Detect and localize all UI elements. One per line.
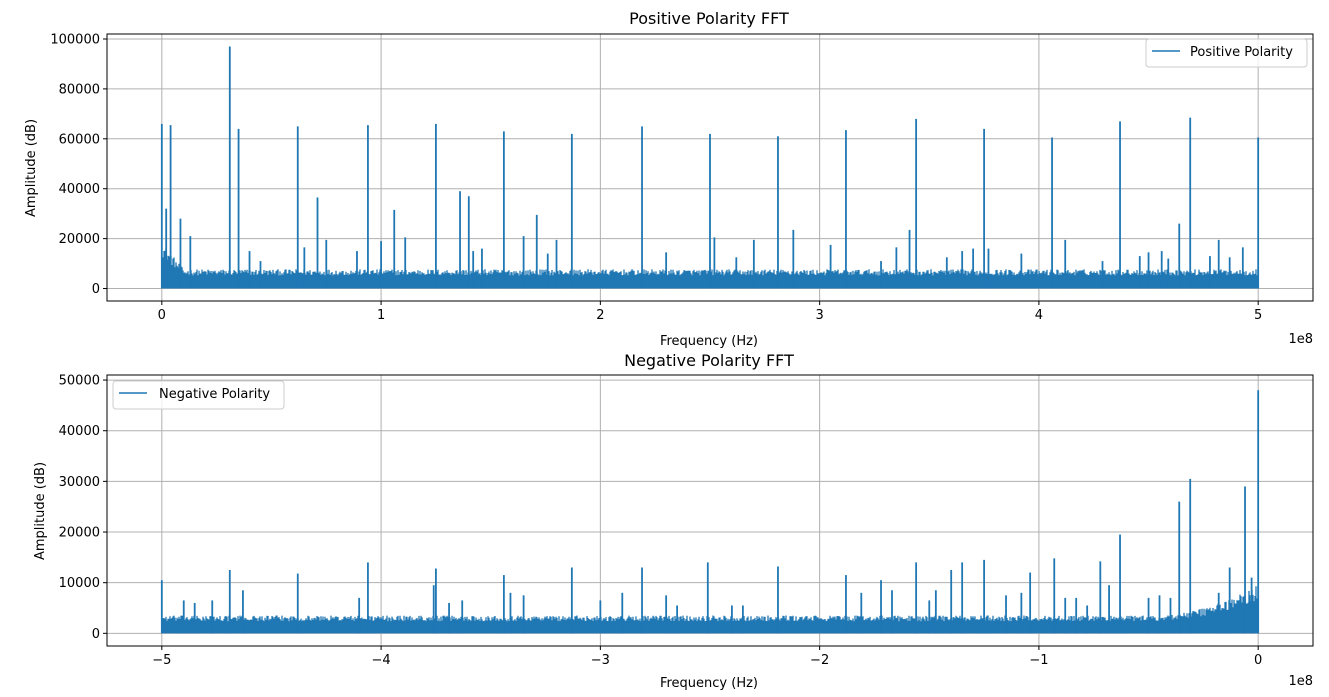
chart-title: Negative Polarity FFT <box>624 351 794 370</box>
x-tick-label: 4 <box>1035 308 1043 323</box>
y-tick-label: 40000 <box>59 424 100 439</box>
chart-title: Positive Polarity FFT <box>629 9 789 28</box>
series-noise-band <box>161 586 1259 634</box>
y-tick-label: 0 <box>92 627 100 642</box>
x-tick-label: 0 <box>1254 653 1262 668</box>
legend-box <box>1145 38 1308 68</box>
grid-lines <box>107 375 1313 646</box>
y-tick-label: 60000 <box>59 132 100 147</box>
x-tick-label: 2 <box>596 308 604 323</box>
x-tick-label: −1 <box>1029 653 1048 668</box>
x-offset-label: 1e8 <box>1288 674 1313 689</box>
y-tick-label: 50000 <box>59 374 100 389</box>
legend: Positive Polarity <box>1145 38 1308 68</box>
axis-ticks: 0 1 2 3 4 5 0 20000 40000 60000 80000 100000 <box>50 32 1262 323</box>
x-tick-label: −2 <box>810 653 829 668</box>
legend-label: Positive Polarity <box>1190 45 1293 60</box>
y-tick-label: 10000 <box>59 576 100 591</box>
x-tick-label: 5 <box>1254 308 1262 323</box>
y-axis-label: Amplitude (dB) <box>33 462 48 560</box>
legend-box <box>112 380 285 410</box>
y-tick-label: 0 <box>92 282 100 297</box>
legend: Negative Polarity <box>112 380 285 410</box>
series-negative-polarity <box>160 390 1260 634</box>
y-tick-label: 40000 <box>59 182 100 197</box>
negative-polarity-chart: Negative Polarity FFT −5 −4 −3 −2 −1 0 0 10000 2… <box>33 351 1314 691</box>
plot-frame <box>106 33 1314 302</box>
y-axis-label: Amplitude (dB) <box>24 119 39 217</box>
x-tick-label: −5 <box>152 653 171 668</box>
y-tick-label: 20000 <box>59 232 100 247</box>
x-tick-label: −4 <box>372 653 391 668</box>
plot-frame <box>106 374 1314 647</box>
x-axis-label: Frequency (Hz) <box>660 334 758 349</box>
x-tick-label: 0 <box>158 308 166 323</box>
x-axis-label: Frequency (Hz) <box>660 676 758 691</box>
series-positive-polarity <box>160 46 1260 289</box>
legend-label: Negative Polarity <box>159 387 270 402</box>
x-tick-label: 1 <box>377 308 385 323</box>
axis-ticks: −5 −4 −3 −2 −1 0 0 10000 20000 30000 40000 50000 <box>59 374 1263 668</box>
x-tick-label: −3 <box>591 653 610 668</box>
y-tick-label: 100000 <box>50 32 100 47</box>
x-tick-label: 3 <box>815 308 823 323</box>
x-offset-label: 1e8 <box>1288 332 1313 347</box>
positive-polarity-chart: Positive Polarity FFT 0 1 2 3 4 5 0 20000 40000 6… <box>24 9 1314 349</box>
y-tick-label: 30000 <box>59 475 100 490</box>
y-tick-label: 80000 <box>59 82 100 97</box>
y-tick-label: 20000 <box>59 526 100 541</box>
